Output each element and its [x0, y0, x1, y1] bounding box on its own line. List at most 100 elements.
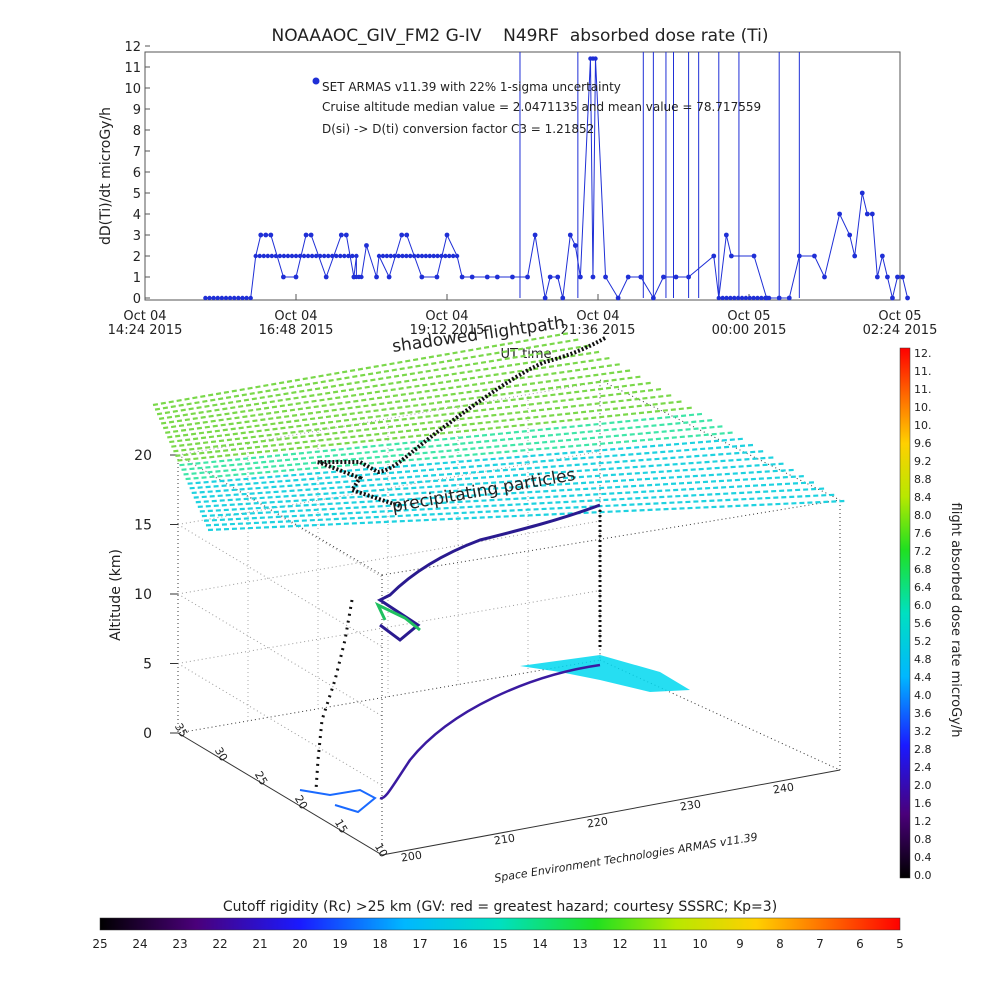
series-point	[650, 295, 656, 301]
dose-colorbar-tick: 10.	[914, 401, 932, 414]
y-tick-label: 12	[124, 40, 141, 55]
series-point	[408, 253, 413, 259]
series-point	[313, 253, 319, 259]
series-point	[900, 274, 905, 280]
series-point	[265, 253, 271, 259]
flight-path-upper	[317, 336, 606, 508]
particle-layer-line	[175, 400, 683, 458]
x-tick-label-time: 16:48 2015	[259, 323, 334, 338]
dose-colorbar-tick: 5.6	[914, 617, 932, 630]
series-point	[269, 253, 275, 259]
y3d-tick-label: 15	[332, 817, 350, 836]
series-point	[215, 295, 220, 301]
series-point	[776, 295, 782, 301]
series-point	[796, 253, 802, 259]
x-axis-label: UT time	[501, 347, 552, 362]
series-point	[847, 232, 853, 238]
series-point	[743, 295, 749, 301]
particle-layer-line	[171, 387, 662, 448]
y-tick-label: 10	[124, 82, 141, 97]
rigidity-colorbar-title: Cutoff rigidity (Rc) >25 km (GV: red = g…	[223, 899, 777, 915]
series-point	[338, 232, 344, 238]
series-point	[277, 253, 283, 259]
x-tick-label-time: 14:24 2015	[108, 323, 183, 338]
y-tick-label: 3	[133, 229, 141, 244]
series-point	[577, 274, 583, 280]
x3d-tick-label: 200	[400, 848, 423, 864]
series-point	[258, 232, 264, 238]
series-point	[263, 232, 269, 238]
y-tick-label: 7	[133, 145, 141, 160]
3d-gridlines	[177, 381, 601, 786]
series-point	[686, 274, 691, 280]
z-tick-label: 15	[134, 518, 152, 534]
series-point	[399, 232, 405, 238]
series-point	[404, 232, 410, 238]
series-point	[400, 253, 405, 259]
gridline-back	[177, 520, 601, 595]
x-tick-label-date: Oct 04	[274, 309, 317, 324]
particle-layer-line	[189, 443, 754, 490]
series-point	[751, 253, 757, 259]
legend-marker	[312, 77, 320, 85]
x-tick-label-date: Oct 04	[123, 309, 166, 324]
series-point	[240, 295, 245, 301]
series-point	[434, 274, 440, 280]
series-point	[303, 232, 309, 238]
rigidity-colorbar-tick: 20	[292, 937, 307, 951]
series-point	[427, 253, 432, 259]
x3d-tick-label: 240	[772, 780, 795, 796]
dose-colorbar-tick: 2.4	[914, 761, 932, 774]
series-point	[419, 253, 425, 259]
z-tick-labels: 0 5 10 15 20	[134, 448, 178, 742]
z-tick-label: 10	[134, 587, 152, 603]
series-point	[293, 253, 299, 259]
series-point	[297, 253, 303, 259]
ground-footprint	[520, 655, 690, 692]
series-point	[673, 274, 679, 280]
annotation-3: D(si) -> D(ti) conversion factor C3 = 1.…	[322, 122, 594, 136]
flight-path-ground	[379, 663, 601, 800]
y-tick-label: 0	[133, 292, 141, 307]
series-point	[542, 295, 548, 301]
flight-path-shadow	[314, 599, 354, 791]
series-point	[638, 274, 644, 280]
rigidity-colorbar-tick: 9	[736, 937, 744, 951]
y3d-tick-label: 30	[212, 745, 230, 764]
dose-colorbar-tick: 8.8	[914, 473, 932, 486]
flight-path-mid	[377, 503, 601, 642]
series-point	[755, 295, 760, 301]
series-point	[323, 274, 329, 280]
series-point	[874, 274, 880, 280]
dose-colorbar-ticks: 12. 11. 11. 10. 10. 9.6 9.2 8.8 8.4 8.0 7.6 7.2 6.8 6…	[914, 347, 932, 882]
series-point	[812, 253, 817, 259]
dose-colorbar-title: flight absorbed dose rate microGy/h	[948, 503, 963, 738]
z-axis-label: Altitude (km)	[108, 549, 124, 641]
series-point	[747, 295, 752, 301]
particle-layer-line	[201, 481, 815, 518]
series-point	[346, 253, 351, 259]
particle-layer-line	[160, 356, 611, 425]
y-axis-label: dD(Ti)/dt microGy/h	[98, 107, 114, 245]
series-point	[572, 243, 578, 248]
series-point	[720, 295, 725, 301]
dose-colorbar-tick: 6.0	[914, 599, 932, 612]
series-point	[431, 253, 436, 259]
series-point	[764, 295, 770, 301]
series-point	[232, 295, 237, 301]
series-point	[615, 295, 621, 301]
series-point	[459, 274, 465, 280]
series-point	[728, 253, 734, 259]
series-point	[338, 253, 343, 259]
particle-layer-line	[152, 331, 571, 407]
particle-layer-line	[158, 350, 601, 420]
series-point	[885, 274, 890, 280]
series-point	[759, 295, 764, 301]
particle-layer-line	[173, 394, 672, 453]
series-point	[261, 253, 266, 259]
series-point	[203, 295, 208, 301]
series-point	[343, 232, 349, 238]
series-point	[625, 274, 631, 280]
y-tick-label: 6	[133, 166, 141, 181]
series-point	[852, 253, 858, 259]
